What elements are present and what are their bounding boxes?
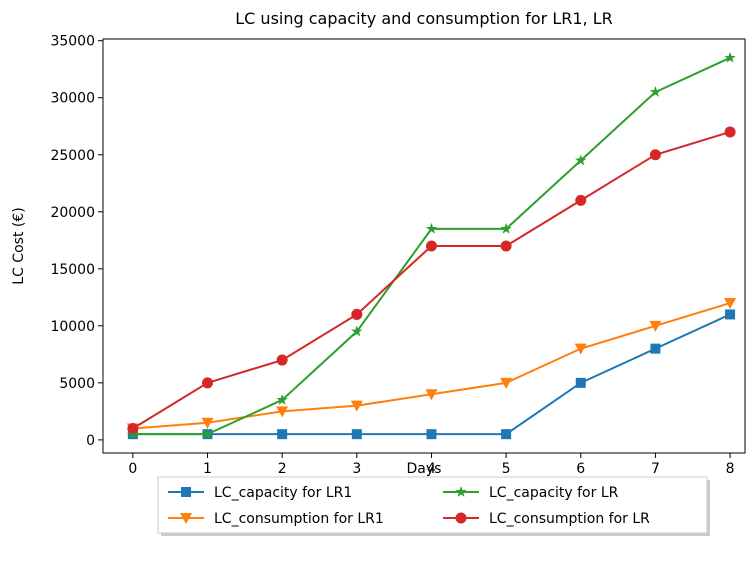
marker — [575, 377, 586, 388]
marker — [351, 429, 362, 440]
marker — [501, 429, 512, 440]
marker — [649, 149, 661, 161]
marker — [500, 240, 512, 252]
x-tick-label: 8 — [726, 461, 735, 477]
marker — [351, 308, 363, 320]
x-tick-label: 1 — [203, 461, 212, 477]
legend-label: LC_consumption for LR — [489, 511, 650, 527]
marker — [575, 154, 587, 166]
marker — [276, 406, 289, 418]
marker — [724, 298, 737, 310]
x-tick-label: 5 — [502, 461, 511, 477]
marker — [574, 343, 587, 355]
marker — [425, 222, 438, 234]
y-tick-label: 20000 — [50, 205, 95, 221]
marker — [649, 86, 662, 97]
marker — [127, 422, 139, 434]
marker — [650, 343, 661, 354]
y-tick-label: 25000 — [50, 148, 95, 164]
marker — [500, 377, 513, 389]
x-tick-label: 4 — [427, 461, 436, 477]
x-tick-label: 3 — [352, 461, 361, 477]
chart-title: LC using capacity and consumption for LR… — [235, 9, 612, 28]
legend-box — [157, 476, 708, 534]
y-tick-label: 30000 — [50, 91, 95, 107]
marker — [425, 389, 438, 401]
y-tick-label: 35000 — [50, 34, 95, 50]
marker — [276, 354, 288, 366]
legend-marker — [455, 486, 467, 497]
legend-label: LC_consumption for LR1 — [214, 511, 384, 527]
marker — [426, 429, 437, 440]
legend-marker — [181, 487, 191, 497]
x-axis-label: Days — [407, 461, 442, 477]
x-tick-label: 0 — [128, 461, 137, 477]
x-tick-label: 7 — [651, 461, 660, 477]
plot-frame — [102, 38, 746, 454]
y-tick-label: 15000 — [50, 262, 95, 278]
series-line — [132, 313, 731, 436]
marker — [201, 428, 214, 440]
marker — [649, 320, 662, 332]
marker — [724, 51, 736, 63]
legend-marker — [455, 512, 467, 524]
marker — [350, 400, 363, 412]
y-tick-label: 0 — [86, 433, 95, 449]
y-axis-label: LC Cost (€) — [11, 207, 27, 284]
legend-label: LC_capacity for LR1 — [214, 485, 352, 501]
marker — [351, 325, 363, 337]
x-tick-label: 2 — [278, 461, 287, 477]
legend-label: LC_capacity for LR — [489, 485, 619, 501]
marker — [724, 126, 736, 138]
series-line — [132, 130, 731, 430]
marker — [201, 417, 214, 429]
x-tick-label: 6 — [576, 461, 585, 477]
marker — [425, 240, 437, 252]
y-tick-label: 10000 — [50, 319, 95, 335]
marker — [725, 309, 736, 320]
marker — [276, 393, 288, 405]
legend-marker — [180, 513, 192, 524]
marker — [202, 377, 214, 389]
marker — [575, 194, 587, 206]
marker — [277, 429, 288, 440]
marker — [500, 222, 512, 234]
y-tick-label: 5000 — [59, 376, 95, 392]
series-line — [132, 302, 731, 430]
